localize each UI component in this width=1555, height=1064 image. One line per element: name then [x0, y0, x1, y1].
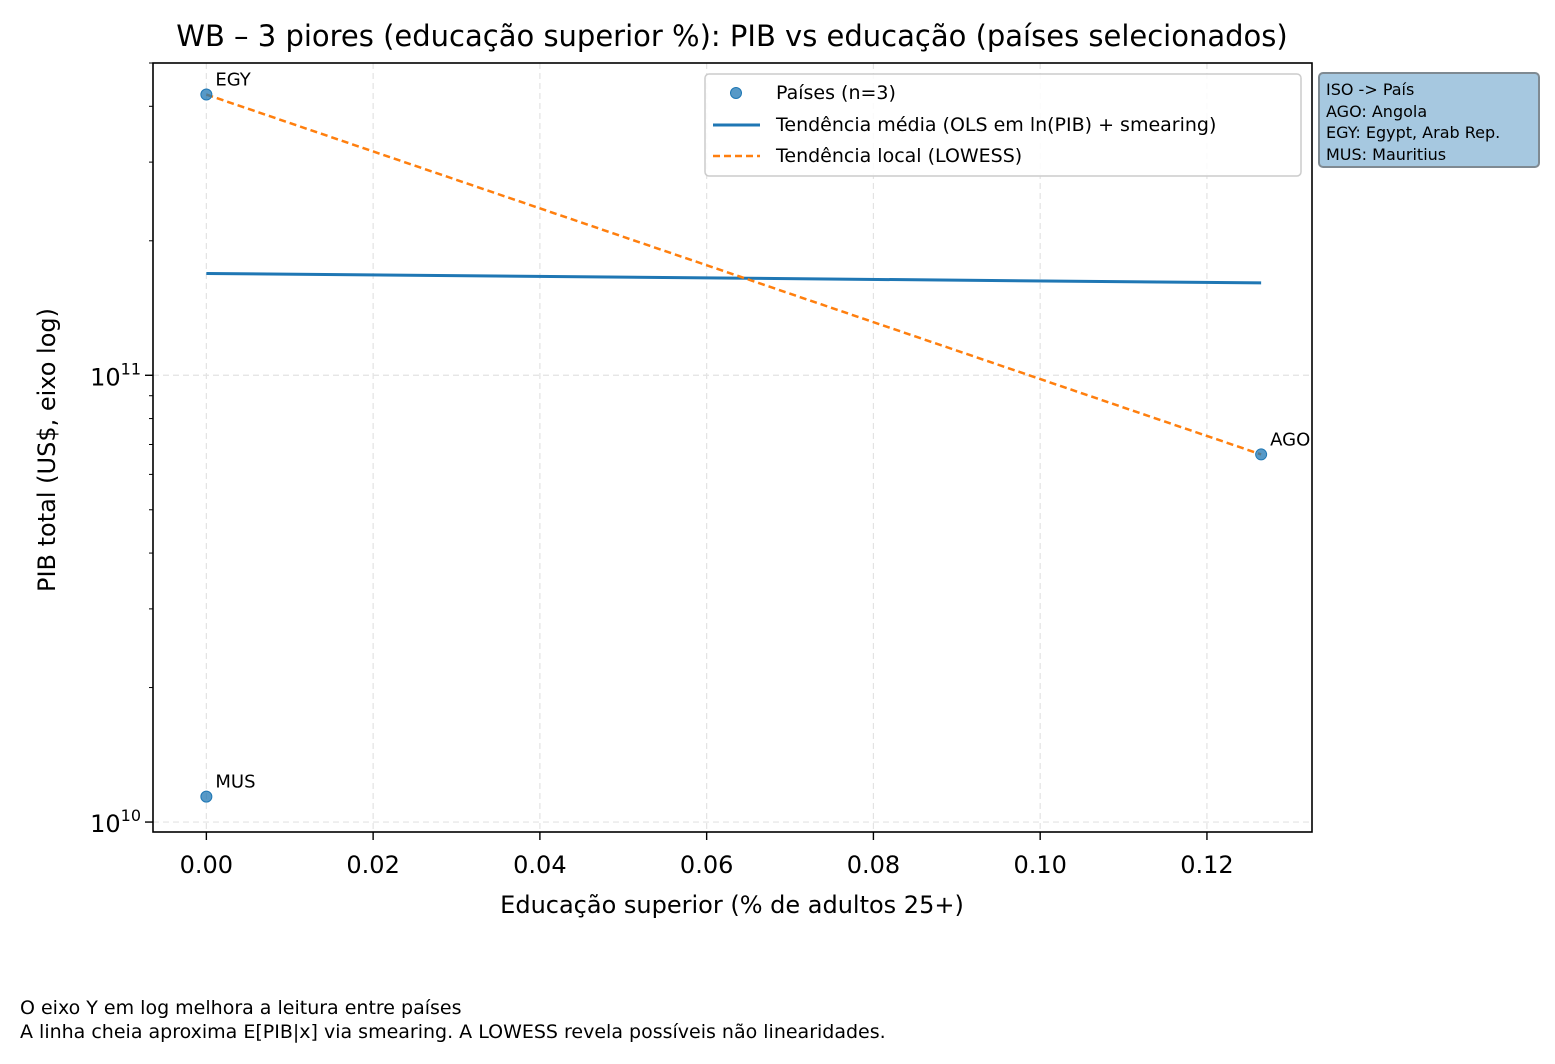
plot-series: EGY MUS AGO — [200, 70, 1310, 803]
footnote-line: A linha cheia aproxima E[PIB|x] via smea… — [20, 1021, 886, 1043]
x-tick-label: 0.10 — [1013, 851, 1066, 879]
x-tick-label: 0.04 — [513, 851, 566, 879]
footnote: O eixo Y em log melhora a leitura entre … — [20, 996, 886, 1044]
x-tick-label: 0.00 — [180, 851, 233, 879]
grid — [153, 63, 1312, 832]
y-tick-label: 1011 — [90, 359, 141, 391]
iso-key-line: MUS: Mauritius — [1326, 144, 1447, 164]
legend-label-lowess: Tendência local (LOWESS) — [775, 145, 1022, 167]
y-tick-label: 1010 — [90, 806, 141, 838]
data-point — [200, 790, 213, 803]
iso-key-line: EGY: Egypt, Arab Rep. — [1326, 123, 1501, 142]
point-label: MUS — [215, 772, 255, 793]
point-label: AGO — [1270, 429, 1310, 450]
legend-label-ols: Tendência média (OLS em ln(PIB) + smeari… — [775, 114, 1216, 136]
iso-key-header: ISO -> País — [1326, 80, 1415, 99]
chart-title: WB – 3 piores (educação superior %): PIB… — [176, 19, 1287, 53]
axes: 0.00 0.02 0.04 0.06 0.08 0.10 0.12 1010 1011 — [90, 62, 1234, 879]
data-point — [200, 88, 213, 101]
ols-trend-line — [206, 271, 1262, 285]
point-label: EGY — [215, 70, 251, 91]
x-tick-label: 0.02 — [346, 851, 399, 879]
legend-label-points: Países (n=3) — [776, 82, 896, 104]
plot-frame — [152, 62, 1313, 833]
y-axis-label: PIB total (US$, eixo log) — [33, 308, 61, 592]
data-point — [1255, 448, 1268, 461]
x-axis-label: Educação superior (% de adultos 25+) — [500, 891, 964, 919]
x-tick-label: 0.08 — [847, 851, 900, 879]
x-tick-label: 0.12 — [1180, 851, 1233, 879]
iso-key-line: AGO: Angola — [1326, 101, 1428, 121]
footnote-line: O eixo Y em log melhora a leitura entre … — [20, 997, 462, 1019]
x-tick-label: 0.06 — [680, 851, 733, 879]
legend-box — [704, 73, 1302, 177]
legend: Países (n=3) Tendência média (OLS em ln(… — [704, 73, 1302, 177]
lowess-trend-line — [205, 93, 1262, 456]
iso-country-key: ISO -> País AGO: Angola EGY: Egypt, Arab… — [1318, 72, 1540, 168]
legend-marker-points — [730, 87, 742, 99]
